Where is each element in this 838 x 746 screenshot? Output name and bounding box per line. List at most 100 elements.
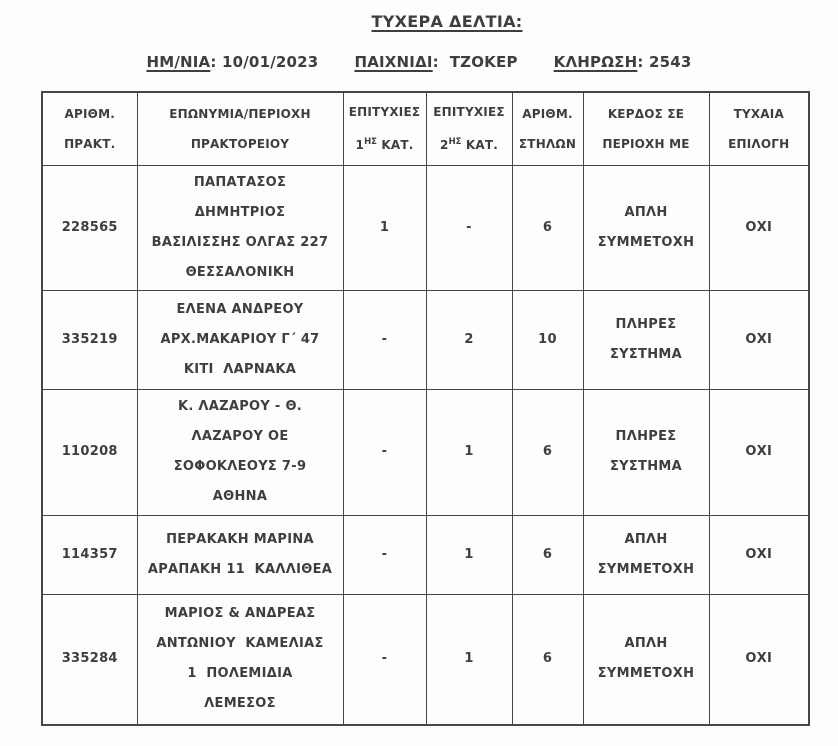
ordinal-superscript: ΗΣ bbox=[448, 137, 462, 148]
prize-cell: ΑΠΛΗ ΣΥΜΜΕΤΟΧΗ bbox=[582, 164, 710, 291]
cell-line: ΠΕΡΑΚΑΚΗ ΜΑΡΙΝΑ bbox=[166, 531, 314, 547]
wins-cat1-cell: - bbox=[342, 289, 427, 390]
table-row: 335219 ΕΛΕΝΑ ΑΝΔΡΕΟΥ ΑΡΧ.ΜΑΚΑΡΙΟΥ Γ΄ 47 ΚΙΤ… bbox=[41, 289, 810, 390]
cell-line: 114357 bbox=[61, 546, 118, 562]
cell-line: 10 bbox=[538, 331, 557, 347]
cell-line: ΣΥΣΤΗΜΑ bbox=[609, 346, 683, 362]
cell-line: 1 bbox=[464, 546, 474, 562]
agency-name-cell: ΠΑΠΑΤΑΣΟΣ ΔΗΜΗΤΡΙΟΣ ΒΑΣΙΛΙΣΣΗΣ ΟΛΓΑΣ 227 ΘΕ… bbox=[136, 164, 344, 291]
cell-line: 335284 bbox=[61, 651, 118, 667]
cell-line: ΛΕΜΕΣΟΣ bbox=[204, 696, 276, 712]
cell-line: ΚΕΡΔΟΣ ΣΕ bbox=[607, 106, 685, 121]
meta-game-label: ΠΑΙΧΝΙΔΙ bbox=[354, 53, 433, 71]
cell-line: ΑΡΙΘΜ. bbox=[64, 106, 115, 121]
cell-line: ΣΥΣΤΗΜΑ bbox=[609, 459, 683, 474]
cell-line: ΤΥΧΑΙΑ bbox=[733, 106, 784, 121]
cell-line: 6 bbox=[542, 546, 553, 562]
cell-line: 2 bbox=[464, 331, 474, 347]
cell-line: ΑΡΙΘΜ. bbox=[522, 106, 573, 121]
agency-number-cell: 335219 bbox=[41, 289, 138, 390]
cell-line: ΑΠΛΗ bbox=[624, 531, 668, 547]
table-row: 228565 ΠΑΠΑΤΑΣΟΣ ΔΗΜΗΤΡΙΟΣ ΒΑΣΙΛΙΣΣΗΣ ΟΛΓΑΣ… bbox=[41, 164, 810, 291]
wins-cat1-cell: - bbox=[342, 388, 427, 516]
cell-line: ΜΑΡΙΟΣ & ΑΝΔΡΕΑΣ bbox=[164, 606, 316, 622]
meta-draw-label: ΚΛΗΡΩΣΗ bbox=[553, 53, 638, 71]
random-pick-cell: ΟΧΙ bbox=[708, 289, 810, 390]
cell-line: ΕΠΩΝΥΜΙΑ/ΠΕΡΙΟΧΗ bbox=[169, 106, 311, 121]
num-columns-cell: 6 bbox=[511, 388, 584, 516]
table-header-row: ΑΡΙΘΜ. ΠΡΑΚΤ. ΕΠΩΝΥΜΙΑ/ΠΕΡΙΟΧΗ ΠΡΑΚΤΟΡΕΙΟΥ Ε… bbox=[41, 91, 810, 166]
prize-cell: ΠΛΗΡΕΣ ΣΥΣΤΗΜΑ bbox=[582, 388, 710, 516]
cell-line: 110208 bbox=[61, 444, 118, 459]
cell-line: ΟΧΙ bbox=[745, 651, 773, 667]
random-pick-cell: ΟΧΙ bbox=[708, 514, 810, 595]
cell-line: ΕΛΕΝΑ ΑΝΔΡΕΟΥ bbox=[176, 301, 304, 317]
cell-line: 335219 bbox=[61, 331, 118, 347]
cell-line: ΠΡΑΚΤ. bbox=[64, 136, 116, 151]
wins-cat1-cell: 1 bbox=[342, 164, 427, 291]
meta-draw-value: : 2543 bbox=[637, 53, 692, 71]
meta-game-value: : ΤΖΟΚΕΡ bbox=[432, 53, 518, 71]
cell-line: ΑΘΗΝΑ bbox=[212, 489, 268, 504]
cell-line: ΟΧΙ bbox=[745, 546, 773, 562]
cell-line: 1 ΠΟΛΕΜΙΔΙΑ bbox=[187, 666, 293, 682]
cell-line: ΕΠΙΤΥΧΙΕΣ bbox=[433, 105, 505, 120]
table-row: 114357 ΠΕΡΑΚΑΚΗ ΜΑΡΙΝΑ ΑΡΑΠΑΚΗ 11 ΚΑΛΛΙΘΕΑ… bbox=[41, 514, 810, 595]
agency-name-cell: ΜΑΡΙΟΣ & ΑΝΔΡΕΑΣ ΑΝΤΩΝΙΟΥ ΚΑΜΕΛΙΑΣ 1 ΠΟΛΕΜ… bbox=[136, 593, 344, 726]
column-header-wins-cat2: ΕΠΙΤΥΧΙΕΣ 2ΗΣ ΚΑΤ. bbox=[425, 91, 513, 166]
agency-name-cell: ΕΛΕΝΑ ΑΝΔΡΕΟΥ ΑΡΧ.ΜΑΚΑΡΙΟΥ Γ΄ 47 ΚΙΤΙ ΛΑΡΝ… bbox=[136, 289, 344, 390]
cell-line: ΑΝΤΩΝΙΟΥ ΚΑΜΕΛΙΑΣ bbox=[156, 636, 324, 652]
num-columns-cell: 6 bbox=[511, 164, 584, 291]
meta-game: ΠΑΙΧΝΙΔΙ: ΤΖΟΚΕΡ bbox=[354, 53, 517, 71]
num-columns-cell: 10 bbox=[511, 289, 584, 390]
meta-draw: ΚΛΗΡΩΣΗ: 2543 bbox=[554, 53, 692, 71]
random-pick-cell: ΟΧΙ bbox=[708, 593, 810, 726]
cell-line: ΣΥΜΜΕΤΟΧΗ bbox=[597, 561, 695, 577]
cell-line: ΒΑΣΙΛΙΣΣΗΣ ΟΛΓΑΣ 227 bbox=[151, 234, 329, 250]
cell-line: ΟΧΙ bbox=[745, 444, 773, 459]
cell-line: ΣΥΜΜΕΤΟΧΗ bbox=[597, 234, 695, 250]
num-columns-cell: 6 bbox=[511, 593, 584, 726]
cell-line: - bbox=[381, 651, 388, 667]
cell-line: ΠΑΠΑΤΑΣΟΣ bbox=[193, 174, 287, 190]
cell-line: 228565 bbox=[61, 219, 118, 235]
wins-cat2-cell: - bbox=[425, 164, 513, 291]
cell-line: ΣΟΦΟΚΛΕΟΥΣ 7-9 bbox=[173, 459, 307, 474]
column-header-random-pick: ΤΥΧΑΙΑ ΕΠΙΛΟΓΗ bbox=[708, 91, 810, 166]
cell-line: ΠΕΡΙΟΧΗ ΜΕ bbox=[602, 136, 690, 151]
cell-line: - bbox=[466, 219, 472, 235]
cell-line: ΕΠΙΤΥΧΙΕΣ bbox=[348, 105, 421, 120]
prize-cell: ΑΠΛΗ ΣΥΜΜΕΤΟΧΗ bbox=[582, 593, 710, 726]
cell-line: ΚΙΤΙ ΛΑΡΝΑΚΑ bbox=[183, 361, 297, 377]
cell-line: ΟΧΙ bbox=[745, 331, 773, 347]
cell-line: ΟΧΙ bbox=[745, 219, 773, 235]
ordinal-superscript: ΗΣ bbox=[364, 137, 377, 148]
cell-line: ΣΤΗΛΩΝ bbox=[518, 136, 577, 151]
wins-cat2-cell: 1 bbox=[425, 388, 513, 516]
wins-cat2-cell: 1 bbox=[425, 593, 513, 726]
cell-line: Κ. ΛΑΖΑΡΟΥ - Θ. bbox=[177, 399, 303, 414]
table-row: 335284 ΜΑΡΙΟΣ & ΑΝΔΡΕΑΣ ΑΝΤΩΝΙΟΥ ΚΑΜΕΛΙΑΣ 1… bbox=[41, 593, 810, 726]
agency-name-cell: ΠΕΡΑΚΑΚΗ ΜΑΡΙΝΑ ΑΡΑΠΑΚΗ 11 ΚΑΛΛΙΘΕΑ bbox=[136, 514, 344, 595]
agency-name-cell: Κ. ΛΑΖΑΡΟΥ - Θ. ΛΑΖΑΡΟΥ ΟΕ ΣΟΦΟΚΛΕΟΥΣ 7-9 Α… bbox=[136, 388, 344, 516]
cell-line: ΕΠΙΛΟΓΗ bbox=[728, 136, 790, 151]
meta-line: ΗΜ/ΝΙΑ: 10/01/2023 ΠΑΙΧΝΙΔΙ: ΤΖΟΚΕΡ ΚΛΗΡ… bbox=[0, 53, 838, 71]
prize-cell: ΠΛΗΡΕΣ ΣΥΣΤΗΜΑ bbox=[582, 289, 710, 390]
cell-line: ΠΡΑΚΤΟΡΕΙΟΥ bbox=[190, 136, 290, 151]
cell-line: ΠΛΗΡΕΣ bbox=[615, 429, 677, 444]
agency-number-cell: 114357 bbox=[41, 514, 138, 595]
cell-line: 6 bbox=[542, 219, 553, 235]
wins-cat1-cell: - bbox=[342, 514, 427, 595]
table-body: 228565 ΠΑΠΑΤΑΣΟΣ ΔΗΜΗΤΡΙΟΣ ΒΑΣΙΛΙΣΣΗΣ ΟΛΓΑΣ… bbox=[41, 164, 810, 726]
meta-date-value: : 10/01/2023 bbox=[210, 53, 319, 71]
cell-line: 6 bbox=[542, 651, 553, 667]
cell-line: ΑΠΛΗ bbox=[624, 636, 668, 652]
column-header-num-columns: ΑΡΙΘΜ. ΣΤΗΛΩΝ bbox=[511, 91, 584, 166]
meta-date: ΗΜ/ΝΙΑ: 10/01/2023 bbox=[146, 53, 318, 71]
agency-number-cell: 335284 bbox=[41, 593, 138, 726]
cell-line: 1 bbox=[379, 219, 390, 235]
cell-line: - bbox=[381, 546, 388, 562]
page-title: ΤΥΧΕΡΑ ΔΕΛΤΙΑ: bbox=[371, 12, 523, 31]
cell-line: ΘΕΣΣΑΛΟΝΙΚΗ bbox=[185, 264, 295, 280]
